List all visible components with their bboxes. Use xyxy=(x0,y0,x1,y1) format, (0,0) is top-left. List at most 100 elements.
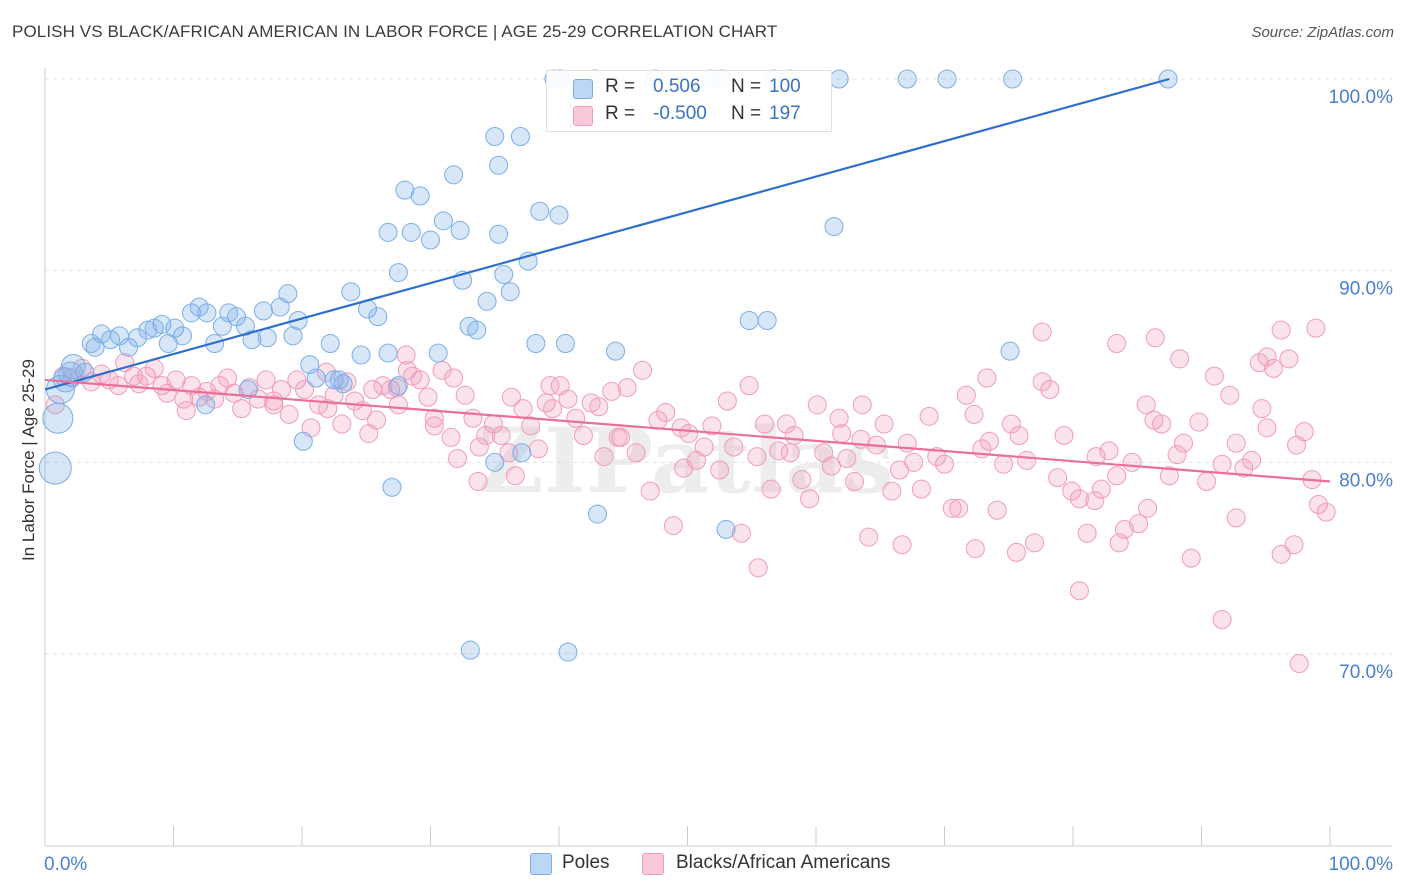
data-point-poles xyxy=(293,431,313,451)
data-point-blacks xyxy=(977,368,997,388)
data-point-poles xyxy=(388,376,408,396)
data-point-blacks xyxy=(1054,426,1074,445)
data-point-blacks xyxy=(800,489,820,509)
data-point-blacks xyxy=(1284,535,1304,555)
legend-label-poles: Poles xyxy=(562,852,610,873)
data-point-poles xyxy=(38,451,72,485)
data-point-poles xyxy=(467,320,487,340)
data-point-blacks xyxy=(1257,347,1277,367)
data-point-blacks xyxy=(874,414,894,434)
data-point-blacks xyxy=(540,376,560,396)
data-point-poles xyxy=(242,330,262,350)
data-point-poles xyxy=(716,519,736,539)
data-point-blacks xyxy=(1279,349,1299,369)
data-point-blacks xyxy=(1204,366,1224,386)
data-point-poles xyxy=(382,477,402,497)
data-point-poles xyxy=(1000,341,1020,361)
data-point-poles xyxy=(181,303,201,323)
data-point-poles xyxy=(757,311,777,330)
data-point-blacks xyxy=(1271,320,1291,340)
y-tick-label: 70.0% xyxy=(1339,662,1393,683)
data-point-blacks xyxy=(468,472,488,491)
data-point-poles xyxy=(549,205,569,225)
data-point-blacks xyxy=(1099,441,1119,461)
legend-n-value: 197 xyxy=(769,103,801,124)
data-point-blacks xyxy=(617,378,637,398)
data-point-blacks xyxy=(904,452,924,472)
data-point-blacks xyxy=(694,437,714,457)
data-point-blacks xyxy=(1226,433,1246,453)
data-point-blacks xyxy=(1017,450,1037,470)
data-point-poles xyxy=(460,640,480,660)
data-point-blacks xyxy=(418,387,438,407)
data-point-blacks xyxy=(558,389,578,409)
data-point-blacks xyxy=(455,385,475,405)
data-point-poles xyxy=(739,311,759,330)
data-point-blacks xyxy=(882,481,902,501)
data-point-poles xyxy=(165,318,185,338)
data-point-blacks xyxy=(521,416,541,436)
data-point-blacks xyxy=(633,360,653,380)
data-point-poles xyxy=(368,307,388,327)
data-point-blacks xyxy=(1316,502,1336,522)
data-point-blacks xyxy=(837,449,857,468)
y-tick-label: 90.0% xyxy=(1339,279,1393,300)
data-point-blacks xyxy=(1197,472,1217,491)
data-point-blacks xyxy=(761,479,781,499)
data-point-blacks xyxy=(731,523,751,543)
series-poles-points xyxy=(38,69,1178,662)
legend-row-blacks: R = -0.500 N = 197 xyxy=(547,102,831,130)
data-point-poles xyxy=(378,343,398,363)
data-point-blacks xyxy=(663,516,683,536)
data-point-blacks xyxy=(1234,458,1254,478)
data-point-blacks xyxy=(602,381,622,401)
data-point-poles xyxy=(306,368,326,388)
data-point-blacks xyxy=(949,498,969,518)
data-point-poles xyxy=(257,328,277,348)
data-point-blacks xyxy=(1152,414,1172,434)
legend-n-value: 100 xyxy=(769,76,801,97)
data-point-poles xyxy=(489,224,509,244)
data-point-blacks xyxy=(892,535,912,555)
data-point-poles xyxy=(388,263,408,283)
data-point-blacks xyxy=(780,443,800,463)
data-point-blacks xyxy=(543,399,563,419)
data-point-blacks xyxy=(1174,433,1194,453)
data-point-poles xyxy=(485,127,505,146)
data-point-blacks xyxy=(318,399,338,419)
data-point-blacks xyxy=(1040,380,1060,399)
data-point-poles xyxy=(320,334,340,353)
data-point-blacks xyxy=(859,527,879,547)
legend-swatch-pink xyxy=(642,853,664,875)
legend-r-label: R = xyxy=(605,76,636,97)
data-point-blacks xyxy=(1306,318,1326,338)
data-point-blacks xyxy=(1257,418,1277,438)
legend-r-value: 0.506 xyxy=(653,76,701,97)
data-point-blacks xyxy=(287,370,307,390)
data-point-poles xyxy=(341,282,361,302)
data-point-blacks xyxy=(1220,385,1240,405)
data-point-blacks xyxy=(784,426,804,445)
data-point-poles xyxy=(378,222,398,242)
data-point-blacks xyxy=(640,481,660,501)
data-point-blacks xyxy=(1212,454,1232,474)
data-point-poles xyxy=(489,155,509,175)
data-point-blacks xyxy=(388,395,408,415)
data-point-blacks xyxy=(279,404,299,424)
data-point-blacks xyxy=(1252,399,1272,419)
trend-lines xyxy=(44,77,1331,483)
data-point-poles xyxy=(401,222,421,242)
data-point-poles xyxy=(485,452,505,472)
data-point-blacks xyxy=(1009,426,1029,445)
data-point-blacks xyxy=(589,397,609,417)
data-point-poles xyxy=(588,504,608,524)
data-point-blacks xyxy=(656,403,676,422)
data-point-blacks xyxy=(792,470,812,490)
data-point-blacks xyxy=(1129,514,1149,534)
data-point-poles xyxy=(558,642,578,662)
legend-swatch-blue xyxy=(573,79,593,99)
legend-row-poles: R = 0.506 N = 100 xyxy=(547,74,831,102)
data-point-blacks xyxy=(987,500,1007,520)
data-point-blacks xyxy=(566,408,586,428)
